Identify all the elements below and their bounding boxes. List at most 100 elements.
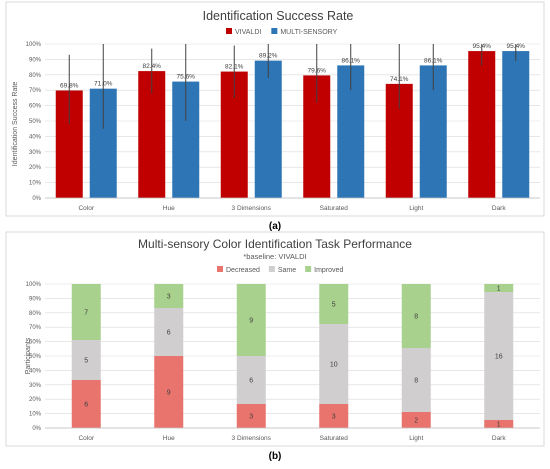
x-tick-label: Saturated (320, 205, 349, 212)
stacked-segment (484, 284, 514, 292)
segment-label: 5 (84, 358, 88, 365)
stacked-segment (236, 404, 266, 428)
segment-label: 9 (167, 390, 171, 397)
legend-swatch-1 (271, 28, 278, 34)
y-tick-label: 50% (29, 354, 42, 360)
data-label: 95.4% (473, 43, 492, 50)
data-label: 79.6% (308, 67, 327, 74)
segment-label: 8 (414, 378, 418, 385)
data-label: 82.4% (143, 63, 162, 70)
stacked-segment (401, 348, 431, 412)
segment-label: 3 (249, 414, 253, 421)
y-tick-label: 10% (29, 412, 42, 418)
caption-a: (a) (269, 221, 281, 232)
segment-label: 7 (84, 310, 88, 317)
legend-swatch-2 (305, 266, 312, 272)
data-label: 69.8% (60, 83, 79, 90)
chart-a: Identification Success Rate Identificati… (12, 9, 540, 212)
y-tick-label: 30% (29, 150, 42, 156)
bar (468, 51, 496, 198)
chart-b-ylabel: Participants (25, 337, 32, 374)
chart-b: Multi-sensory Color Identification Task … (25, 237, 540, 442)
legend-swatch-1 (268, 266, 275, 272)
x-tick-label: Hue (163, 435, 175, 442)
segment-label: 3 (167, 294, 171, 301)
y-tick-label: 100% (26, 42, 42, 48)
data-label: 74.1% (390, 76, 409, 83)
data-label: 95.4% (507, 43, 526, 50)
caption-b: (b) (269, 451, 282, 462)
y-tick-label: 90% (29, 57, 42, 63)
stacked-segment (484, 292, 514, 420)
stacked-segment (401, 412, 431, 428)
y-tick-label: 10% (29, 181, 42, 187)
segment-label: 6 (167, 330, 171, 337)
stacked-segment (71, 284, 101, 340)
stacked-segment (236, 284, 266, 356)
stacked-segment (319, 404, 349, 428)
segment-label: 6 (249, 378, 253, 385)
stacked-segment (236, 356, 266, 404)
bar (502, 51, 530, 198)
data-label: 86.1% (424, 57, 443, 64)
y-tick-label: 60% (29, 104, 42, 110)
segment-label: 3 (332, 414, 336, 421)
stacked-segment (319, 324, 349, 404)
y-tick-label: 20% (29, 165, 42, 171)
y-tick-label: 0% (32, 196, 41, 202)
legend-label-2: Improved (314, 267, 343, 274)
legend-swatch-0 (217, 266, 223, 272)
stacked-segment (401, 284, 431, 348)
legend-label-0: VIVALDI (235, 29, 261, 36)
y-tick-label: 20% (29, 397, 42, 403)
legend-label-1: MULTI-SENSORY (280, 29, 337, 36)
y-tick-label: 90% (29, 296, 42, 302)
y-tick-label: 0% (32, 426, 41, 432)
segment-label: 2 (414, 418, 418, 425)
data-label: 75.6% (177, 74, 196, 81)
x-tick-label: Color (78, 435, 94, 442)
data-label: 82.1% (225, 64, 244, 71)
y-tick-label: 60% (29, 340, 42, 346)
x-tick-label: Color (78, 205, 94, 212)
y-tick-label: 80% (29, 311, 42, 317)
segment-label: 6 (84, 402, 88, 409)
chart-b-title: Multi-sensory Color Identification Task … (138, 237, 412, 251)
stacked-segment (71, 380, 101, 428)
x-tick-label: Hue (163, 205, 175, 212)
segment-label: 8 (414, 314, 418, 321)
x-tick-label: Light (409, 435, 423, 442)
segment-label: 1 (497, 422, 501, 429)
segment-label: 10 (330, 362, 338, 369)
y-tick-label: 40% (29, 368, 42, 374)
stacked-segment (154, 284, 184, 308)
stacked-segment (154, 308, 184, 356)
y-tick-label: 30% (29, 383, 42, 389)
y-tick-label: 80% (29, 73, 42, 79)
x-tick-label: Dark (492, 205, 506, 212)
chart-a-ylabel: Identification Success Rate (12, 82, 19, 167)
legend-label-0: Decreased (226, 267, 260, 274)
x-tick-label: Dark (492, 435, 506, 442)
x-tick-label: 3 Dimensions (232, 205, 272, 212)
data-label: 86.1% (342, 57, 361, 64)
chart-a-title: Identification Success Rate (203, 9, 354, 23)
x-tick-label: Light (409, 205, 423, 212)
stacked-segment (71, 340, 101, 380)
x-tick-label: 3 Dimensions (232, 435, 272, 442)
y-tick-label: 100% (26, 282, 42, 288)
segment-label: 9 (249, 318, 253, 325)
segment-label: 5 (332, 302, 336, 309)
stacked-segment (484, 420, 514, 428)
stacked-segment (154, 356, 184, 428)
stacked-segment (319, 284, 349, 324)
y-tick-label: 70% (29, 88, 42, 94)
legend-label-1: Same (278, 267, 296, 274)
y-tick-label: 50% (29, 119, 42, 125)
y-tick-label: 40% (29, 134, 42, 140)
chart-b-subtitle: *baseline: VIVALDI (243, 252, 306, 261)
x-tick-label: Saturated (320, 435, 349, 442)
bar (254, 60, 282, 198)
